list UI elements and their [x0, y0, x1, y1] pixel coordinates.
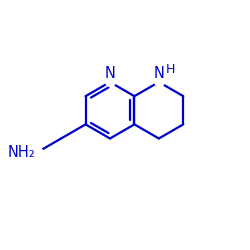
Text: N: N — [154, 66, 164, 81]
Text: N: N — [104, 66, 116, 81]
Text: NH₂: NH₂ — [8, 145, 36, 160]
Text: H: H — [166, 63, 175, 76]
